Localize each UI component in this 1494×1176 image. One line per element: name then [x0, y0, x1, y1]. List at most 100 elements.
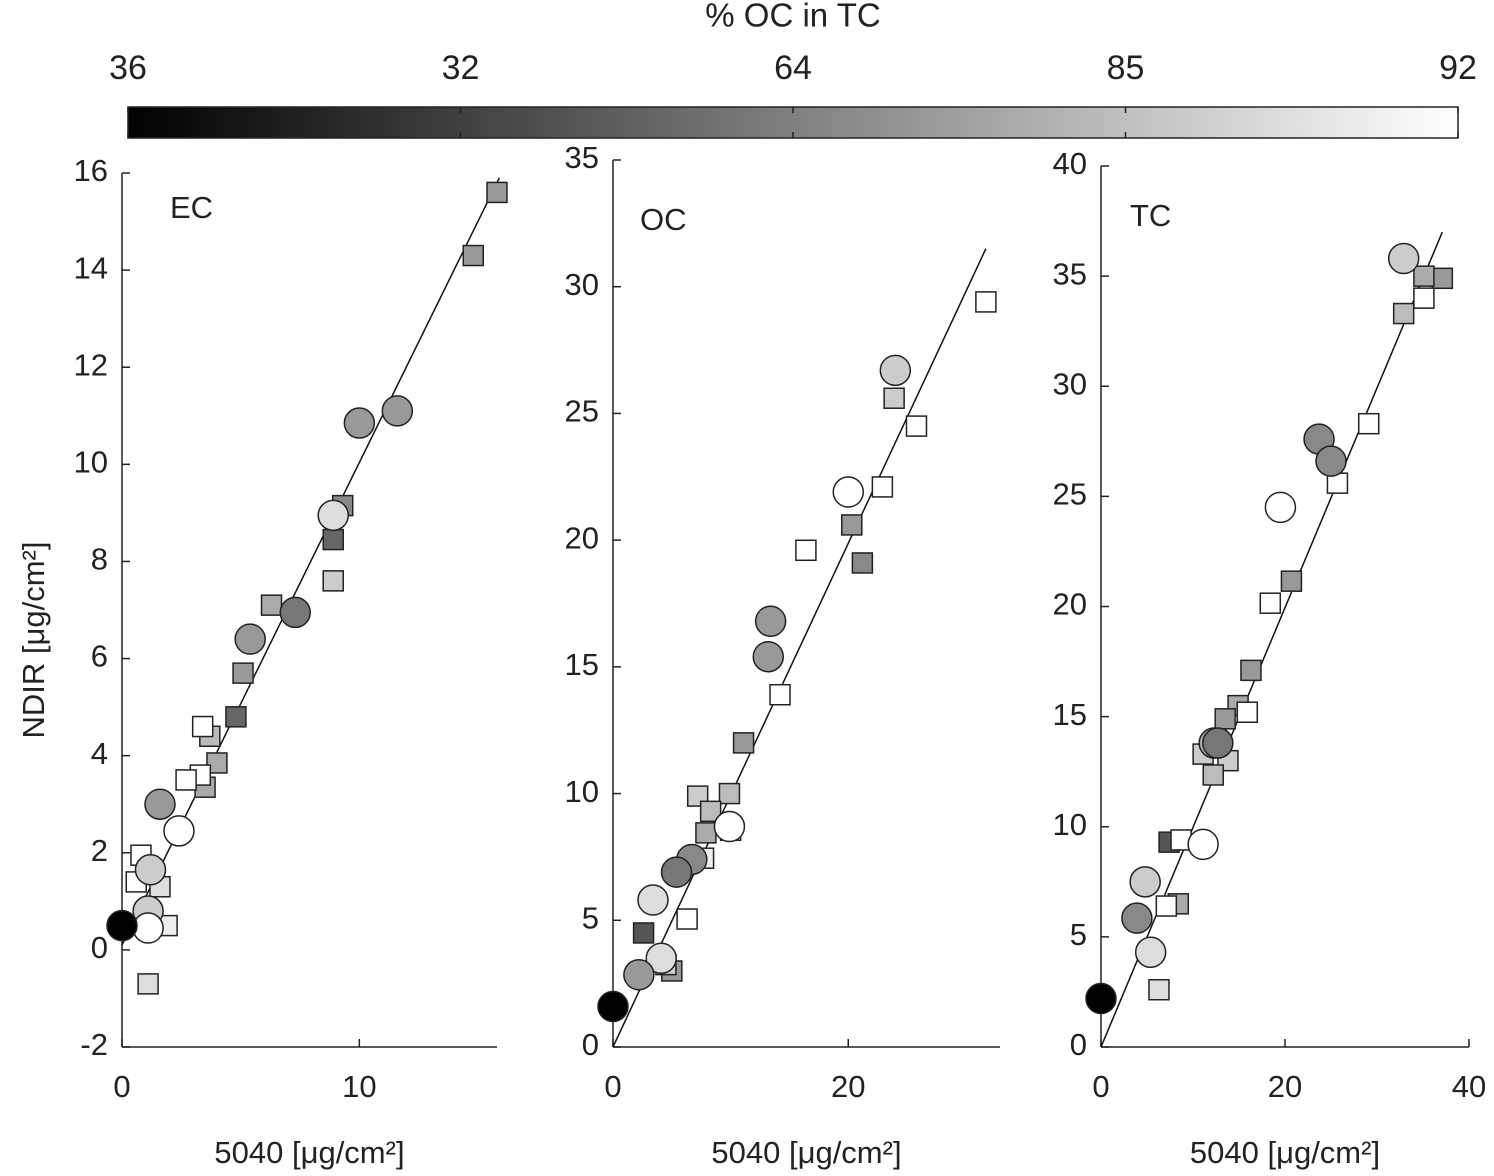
square-point — [1148, 978, 1170, 1001]
y-tick-label: 14 — [74, 250, 108, 285]
circle-point — [1315, 445, 1347, 477]
square-point — [1392, 302, 1415, 325]
y-tick-label: 40 — [1053, 146, 1087, 181]
circle-point — [134, 854, 167, 886]
x-axis-label: 5040 [μg/cm²] — [1190, 1135, 1380, 1170]
y-tick-label: 25 — [565, 394, 599, 429]
colorbar-tick-label: 64 — [774, 49, 812, 87]
y-tick-label: 0 — [91, 930, 108, 965]
square-point — [905, 415, 928, 437]
panel-label: EC — [170, 190, 213, 225]
square-point — [1413, 287, 1435, 309]
circle-point — [1129, 866, 1161, 898]
y-tick-label: 30 — [1053, 366, 1087, 401]
square-point — [975, 291, 997, 313]
colorbar-tick-label: 92 — [1439, 49, 1477, 87]
y-tick-label: 4 — [91, 736, 108, 771]
square-point — [1240, 659, 1262, 682]
circle-point — [637, 884, 669, 916]
square-point — [1202, 764, 1224, 786]
square-point — [883, 387, 905, 409]
circle-point — [645, 942, 677, 975]
circle-point — [623, 959, 655, 991]
square-point — [260, 594, 283, 616]
y-tick-label: 16 — [74, 153, 108, 188]
y-tick-label: 5 — [1070, 917, 1087, 952]
circle-point — [1387, 242, 1420, 275]
square-point — [632, 922, 655, 944]
y-tick-label: 6 — [91, 639, 108, 674]
square-point — [232, 662, 254, 684]
square-point — [1236, 701, 1259, 723]
circle-point — [132, 912, 164, 944]
square-point — [206, 752, 228, 774]
circle-point — [279, 596, 312, 629]
square-point — [322, 528, 344, 551]
square-point — [1413, 265, 1435, 287]
circle-point — [1187, 828, 1219, 861]
square-point — [322, 570, 344, 592]
panel-label: OC — [640, 202, 687, 237]
fit-line — [1100, 231, 1444, 1048]
circle-point — [754, 605, 787, 637]
fit-line — [612, 248, 987, 1048]
y-tick-label: 10 — [565, 774, 599, 809]
x-tick-label: 10 — [342, 1069, 376, 1104]
square-point — [718, 782, 741, 805]
y-tick-label: 12 — [74, 347, 108, 382]
square-point — [137, 973, 159, 995]
x-tick-label: 0 — [1092, 1069, 1109, 1104]
y-tick-label: 10 — [74, 445, 108, 480]
square-point — [695, 822, 717, 844]
square-point — [1259, 592, 1282, 614]
y-tick-label: 8 — [91, 542, 108, 577]
y-axis-label: NDIR [μg/cm²] — [16, 542, 51, 739]
y-tick-label: 10 — [1053, 807, 1087, 842]
x-axis-label: 5040 [μg/cm²] — [214, 1135, 404, 1170]
circle-point — [660, 856, 693, 888]
square-point — [795, 539, 817, 562]
square-point — [871, 476, 894, 498]
circle-point — [234, 623, 266, 655]
y-tick-label: 35 — [565, 140, 599, 175]
y-tick-label: -2 — [80, 1027, 108, 1062]
square-point — [769, 683, 791, 706]
x-tick-label: 0 — [604, 1069, 621, 1104]
circle-point — [106, 909, 138, 942]
square-point — [676, 908, 698, 930]
square-point — [841, 514, 863, 536]
circle-point — [752, 640, 785, 673]
square-point — [1280, 570, 1303, 592]
y-tick-label: 15 — [565, 647, 599, 682]
x-axis-label: 5040 [μg/cm²] — [711, 1135, 901, 1170]
square-point — [175, 769, 197, 791]
y-tick-label: 0 — [1070, 1027, 1087, 1062]
circle-point — [317, 499, 349, 532]
y-tick-label: 2 — [91, 833, 108, 868]
colorbar-tick-label: 36 — [109, 49, 147, 87]
circle-point — [832, 476, 865, 508]
square-point — [1214, 708, 1236, 730]
colorbar-label: % OC in TC — [705, 0, 880, 34]
x-tick-label: 20 — [1268, 1069, 1302, 1104]
x-tick-label: 40 — [1452, 1069, 1486, 1104]
circle-point — [713, 810, 746, 843]
y-tick-label: 15 — [1053, 697, 1087, 732]
square-point — [191, 715, 214, 738]
y-tick-label: 30 — [565, 267, 599, 302]
circle-point — [381, 395, 414, 427]
circle-point — [597, 990, 629, 1023]
circle-point — [1202, 727, 1234, 759]
square-point — [851, 552, 874, 574]
square-point — [1431, 267, 1454, 290]
square-point — [462, 244, 485, 267]
x-tick-label: 0 — [113, 1069, 130, 1104]
square-point — [1155, 895, 1178, 917]
y-tick-label: 35 — [1053, 256, 1087, 291]
colorbar-tick-label: 32 — [442, 49, 480, 87]
colorbar-tick-label: 85 — [1107, 49, 1145, 87]
square-point — [699, 800, 722, 823]
y-tick-label: 0 — [582, 1027, 599, 1062]
y-tick-label: 25 — [1053, 477, 1087, 512]
